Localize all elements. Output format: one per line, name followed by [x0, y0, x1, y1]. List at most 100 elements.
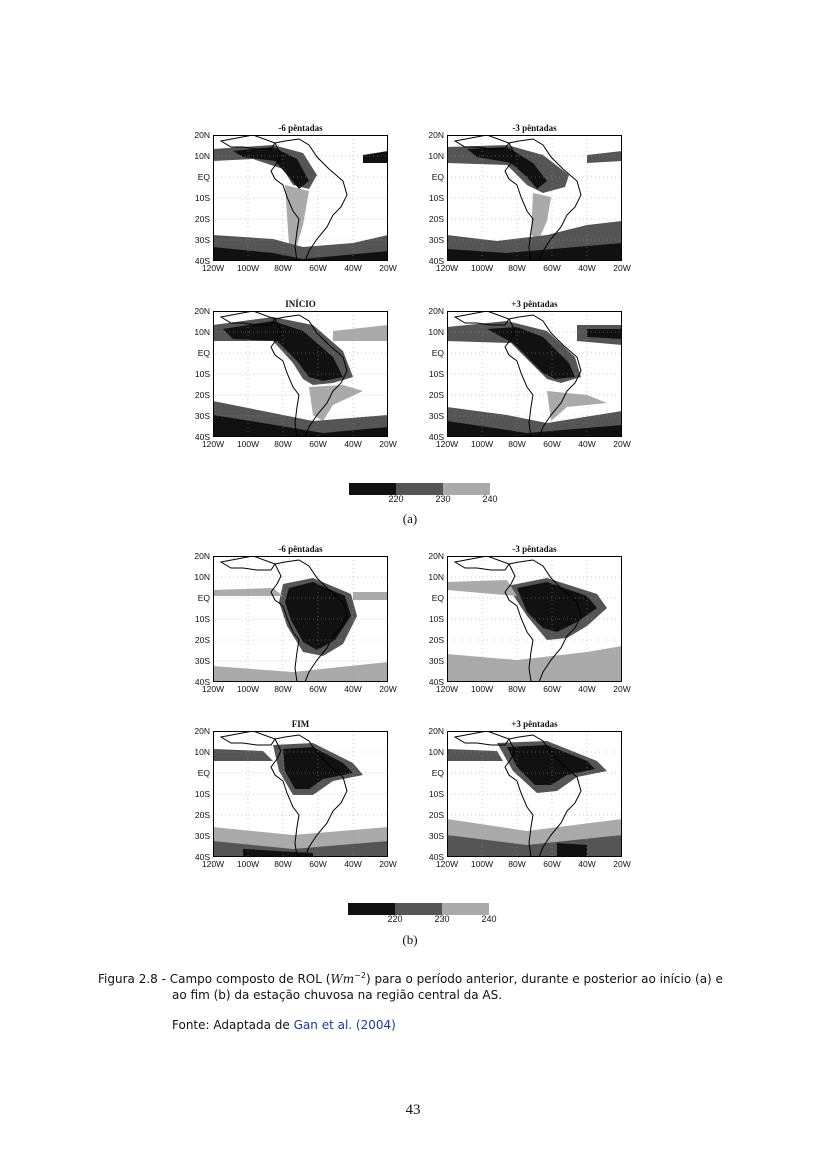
- lon-tick-label: 100W: [236, 684, 260, 694]
- lat-tick-label: 10N: [194, 327, 210, 337]
- lon-tick-label: 60W: [543, 263, 561, 273]
- caption-unit-exp: −2: [354, 971, 366, 980]
- coastline: [504, 734, 582, 857]
- coastline: [270, 559, 348, 682]
- lon-tick-label: 20W: [379, 859, 397, 869]
- lat-tick-label: 20N: [194, 551, 210, 561]
- lat-tick-label: 10N: [428, 572, 444, 582]
- source-prefix: Fonte: Adaptada de: [172, 1018, 294, 1032]
- rol-contour-region: [447, 749, 503, 761]
- coastline: [453, 731, 510, 746]
- coastline: [270, 314, 348, 437]
- map-title: +3 pêntadas: [511, 299, 558, 309]
- coastline: [270, 138, 348, 261]
- rol-contour-region: [223, 321, 343, 381]
- lon-tick-label: 40W: [344, 439, 362, 449]
- lon-tick-label: 20W: [379, 684, 397, 694]
- rol-contour-region: [333, 325, 388, 341]
- map-title: -6 pêntadas: [278, 123, 323, 133]
- lat-tick-label: 10S: [428, 789, 444, 799]
- lat-tick-label: 10S: [194, 614, 210, 624]
- lon-tick-label: 80W: [508, 439, 526, 449]
- map-frame: [213, 731, 388, 857]
- lat-tick-label: EQ: [197, 348, 210, 358]
- lon-tick-label: 60W: [309, 439, 327, 449]
- colorbar-segment: [348, 903, 395, 915]
- lat-tick-label: EQ: [431, 593, 444, 603]
- lon-tick-label: 60W: [309, 263, 327, 273]
- colorbar-a-tick: 220: [388, 494, 404, 504]
- coastline: [504, 559, 582, 682]
- lat-tick-label: 40S: [194, 852, 210, 862]
- lon-tick-label: 60W: [309, 859, 327, 869]
- rol-map: [447, 556, 622, 682]
- figure-source: Fonte: Adaptada de Gan et al. (2004): [172, 1016, 772, 1034]
- map-frame: [447, 135, 622, 261]
- lat-tick-label: 30S: [194, 831, 210, 841]
- rol-contour-region: [531, 193, 551, 239]
- rol-contour-region: [353, 592, 388, 600]
- lat-tick-label: 10S: [194, 193, 210, 203]
- lat-tick-label: 10N: [194, 747, 210, 757]
- rol-contour-region: [213, 247, 388, 261]
- lat-tick-label: 40S: [428, 432, 444, 442]
- lat-tick-label: 20N: [428, 306, 444, 316]
- lat-tick-label: EQ: [197, 768, 210, 778]
- lon-tick-label: 80W: [274, 263, 292, 273]
- caption-unit: Wm: [330, 972, 355, 986]
- colorbar-b-tick: 240: [481, 914, 497, 924]
- colorbar-segment: [349, 483, 396, 495]
- coastline: [453, 135, 510, 150]
- lat-tick-label: 20N: [428, 551, 444, 561]
- lon-tick-label: 120W: [201, 439, 225, 449]
- lon-tick-label: 100W: [236, 859, 260, 869]
- lat-tick-label: 10N: [194, 151, 210, 161]
- lat-tick-label: 30S: [194, 235, 210, 245]
- map-frame: [213, 311, 388, 437]
- lat-tick-label: 10S: [194, 789, 210, 799]
- lon-tick-label: 120W: [435, 859, 459, 869]
- map-frame: [447, 311, 622, 437]
- rol-map: [213, 731, 388, 857]
- lon-tick-label: 20W: [379, 263, 397, 273]
- lat-tick-label: EQ: [431, 348, 444, 358]
- lat-tick-label: 20N: [194, 130, 210, 140]
- lat-tick-label: 20N: [428, 130, 444, 140]
- rol-contour-region: [547, 391, 607, 421]
- lon-tick-label: 100W: [470, 684, 494, 694]
- rol-contour-region: [243, 849, 313, 857]
- lat-tick-label: 10N: [428, 327, 444, 337]
- lat-tick-label: 20S: [428, 810, 444, 820]
- rol-map: [447, 311, 622, 437]
- lat-tick-label: 40S: [194, 677, 210, 687]
- lon-tick-label: 40W: [344, 263, 362, 273]
- rol-contour-region: [447, 646, 622, 682]
- map-frame: [447, 731, 622, 857]
- rol-contour-region: [517, 582, 597, 632]
- lon-tick-label: 80W: [274, 684, 292, 694]
- lon-tick-label: 60W: [543, 439, 561, 449]
- sublabel-b: (b): [402, 932, 418, 947]
- coastline: [504, 314, 582, 437]
- colorbar-b-tick: 220: [387, 914, 403, 924]
- lon-tick-label: 60W: [309, 684, 327, 694]
- lat-tick-label: 10S: [194, 369, 210, 379]
- lon-tick-label: 80W: [274, 439, 292, 449]
- lon-tick-label: 80W: [508, 859, 526, 869]
- caption-line-2: ao fim (b) da estação chuvosa na região …: [172, 988, 503, 1002]
- source-link[interactable]: Gan et al. (2004): [293, 1018, 396, 1032]
- rol-contour-region: [587, 329, 622, 339]
- lat-tick-label: 40S: [194, 432, 210, 442]
- lon-tick-label: 20W: [613, 439, 631, 449]
- colorbar-segment: [395, 903, 442, 915]
- lon-tick-label: 40W: [578, 859, 596, 869]
- lat-tick-label: 10S: [428, 614, 444, 624]
- lon-tick-label: 20W: [613, 684, 631, 694]
- rol-map: [213, 556, 388, 682]
- lat-tick-label: 30S: [428, 831, 444, 841]
- lat-tick-label: 10S: [428, 369, 444, 379]
- lat-tick-label: 30S: [428, 656, 444, 666]
- lat-tick-label: 20S: [194, 635, 210, 645]
- lat-tick-label: 30S: [428, 411, 444, 421]
- rol-contour-region: [363, 151, 388, 163]
